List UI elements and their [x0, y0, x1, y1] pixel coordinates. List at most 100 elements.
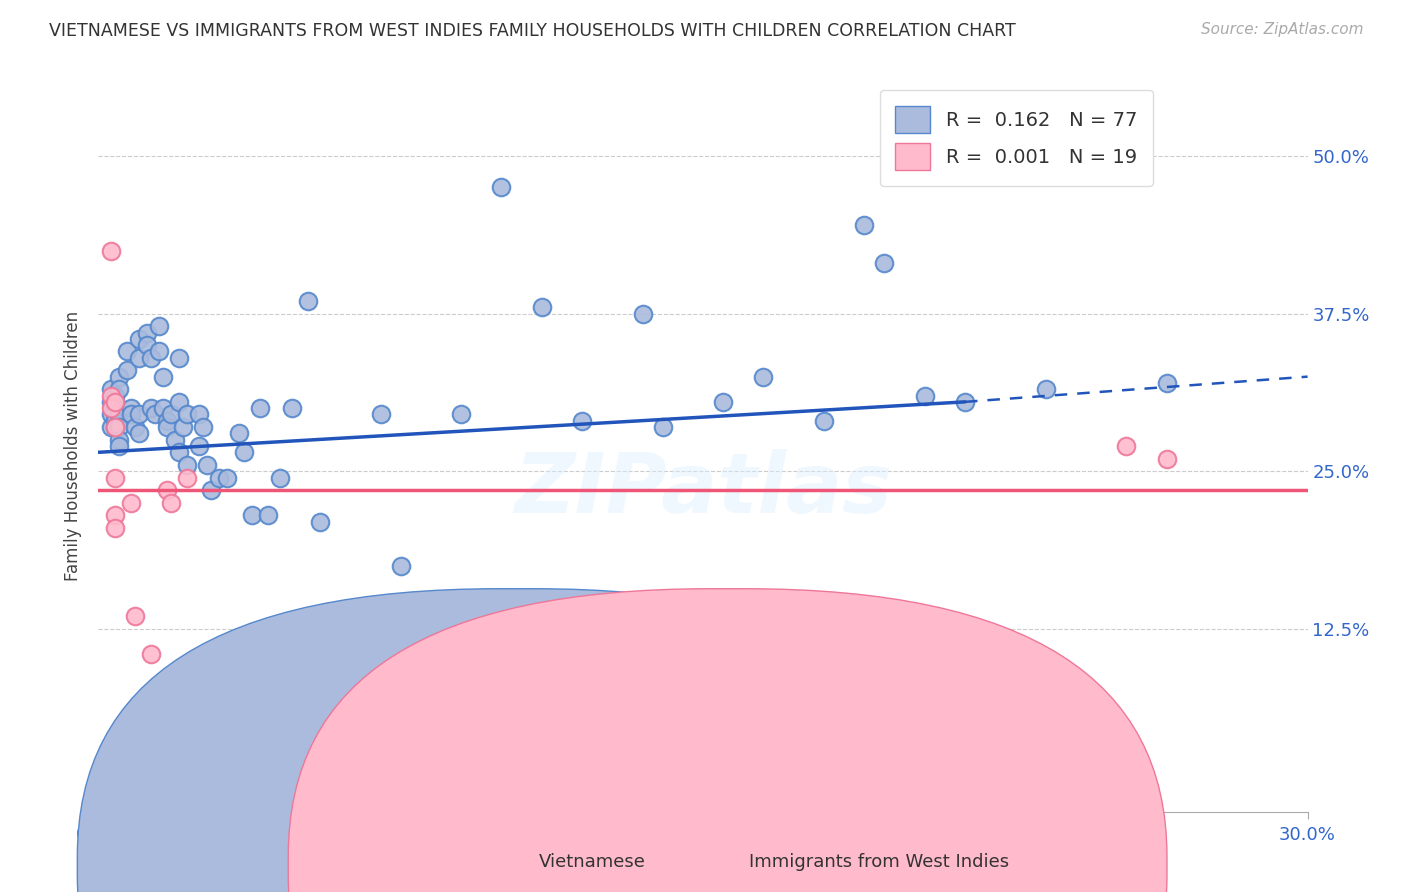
Point — [1035, 382, 1057, 396]
Point — [120, 408, 142, 422]
Point — [167, 445, 190, 459]
Point — [1156, 451, 1178, 466]
Point — [163, 433, 186, 447]
Point — [115, 363, 138, 377]
Point — [228, 426, 250, 441]
Point — [309, 689, 332, 703]
Point — [124, 420, 146, 434]
Text: VIETNAMESE VS IMMIGRANTS FROM WEST INDIES FAMILY HOUSEHOLDS WITH CHILDREN CORREL: VIETNAMESE VS IMMIGRANTS FROM WEST INDIE… — [49, 22, 1017, 40]
Point — [100, 244, 122, 258]
Point — [288, 685, 311, 699]
Point — [135, 326, 157, 340]
Point — [100, 388, 122, 402]
Point — [256, 508, 278, 523]
Point — [217, 470, 239, 484]
Point — [160, 496, 183, 510]
Point — [103, 420, 125, 434]
Point — [107, 433, 129, 447]
Point — [370, 408, 392, 422]
Point — [103, 508, 125, 523]
Point — [100, 382, 122, 396]
Point — [309, 515, 332, 529]
Point — [269, 470, 291, 484]
Point — [176, 470, 198, 484]
Point — [571, 414, 593, 428]
Point — [152, 401, 174, 416]
Point — [297, 668, 319, 682]
Point — [107, 408, 129, 422]
Point — [135, 338, 157, 352]
Point — [103, 395, 125, 409]
Point — [100, 408, 122, 422]
Point — [115, 344, 138, 359]
Point — [450, 408, 472, 422]
Point — [107, 420, 129, 434]
Point — [103, 420, 125, 434]
Point — [953, 395, 976, 409]
Point — [195, 458, 218, 472]
Point — [176, 408, 198, 422]
Point — [156, 483, 179, 497]
Point — [176, 458, 198, 472]
Legend: R =  0.162   N = 77, R =  0.001   N = 19: R = 0.162 N = 77, R = 0.001 N = 19 — [880, 90, 1153, 186]
Point — [139, 401, 162, 416]
Point — [148, 344, 170, 359]
Point — [100, 401, 122, 416]
Point — [107, 382, 129, 396]
Point — [148, 319, 170, 334]
Point — [139, 647, 162, 661]
Point — [651, 420, 673, 434]
Point — [631, 307, 654, 321]
Point — [103, 521, 125, 535]
Point — [914, 388, 936, 402]
Point — [232, 445, 254, 459]
Point — [124, 609, 146, 624]
Point — [100, 395, 122, 409]
Text: Source: ZipAtlas.com: Source: ZipAtlas.com — [1201, 22, 1364, 37]
Y-axis label: Family Households with Children: Family Households with Children — [65, 311, 83, 581]
Point — [491, 180, 513, 194]
Point — [143, 408, 166, 422]
Text: Vietnamese: Vietnamese — [538, 854, 645, 871]
Point — [100, 420, 122, 434]
Point — [103, 388, 125, 402]
Point — [1156, 376, 1178, 390]
Point — [530, 300, 553, 314]
Point — [297, 293, 319, 308]
Point — [103, 401, 125, 416]
Point — [873, 256, 896, 270]
Point — [1115, 439, 1137, 453]
Point — [107, 369, 129, 384]
Point — [853, 219, 876, 233]
Text: Immigrants from West Indies: Immigrants from West Indies — [749, 854, 1010, 871]
Point — [389, 558, 412, 573]
Point — [172, 420, 194, 434]
Point — [281, 401, 304, 416]
Point — [813, 414, 835, 428]
Point — [103, 414, 125, 428]
Point — [120, 401, 142, 416]
Point — [240, 508, 263, 523]
Point — [128, 426, 150, 441]
Point — [103, 470, 125, 484]
Text: ZIPatlas: ZIPatlas — [515, 450, 891, 531]
Point — [208, 470, 231, 484]
Point — [249, 401, 271, 416]
Point — [193, 420, 215, 434]
Point — [120, 496, 142, 510]
Point — [167, 351, 190, 365]
Point — [107, 439, 129, 453]
Point — [139, 351, 162, 365]
Point — [128, 351, 150, 365]
Point — [711, 395, 734, 409]
Point — [103, 408, 125, 422]
Point — [156, 414, 179, 428]
Point — [752, 369, 775, 384]
Point — [188, 408, 211, 422]
Point — [167, 395, 190, 409]
Point — [128, 332, 150, 346]
Point — [103, 395, 125, 409]
Point — [156, 420, 179, 434]
Point — [200, 483, 222, 497]
Point — [188, 439, 211, 453]
